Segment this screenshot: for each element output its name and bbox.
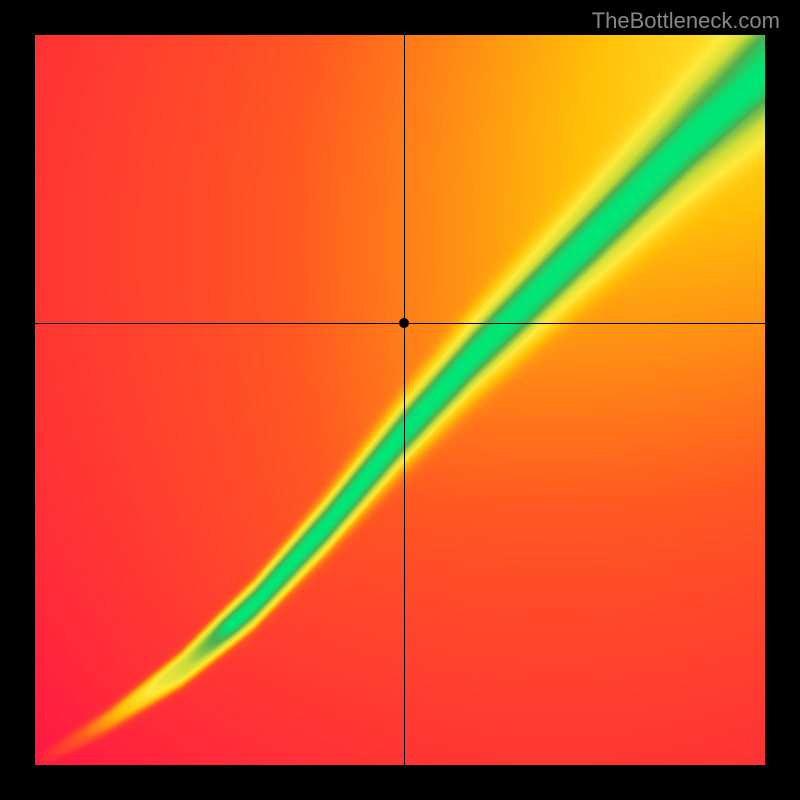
heatmap-canvas	[35, 35, 765, 765]
bottleneck-heatmap	[35, 35, 765, 765]
selected-point-marker	[399, 318, 409, 328]
watermark-text: TheBottleneck.com	[592, 8, 780, 34]
crosshair-vertical	[404, 35, 405, 765]
